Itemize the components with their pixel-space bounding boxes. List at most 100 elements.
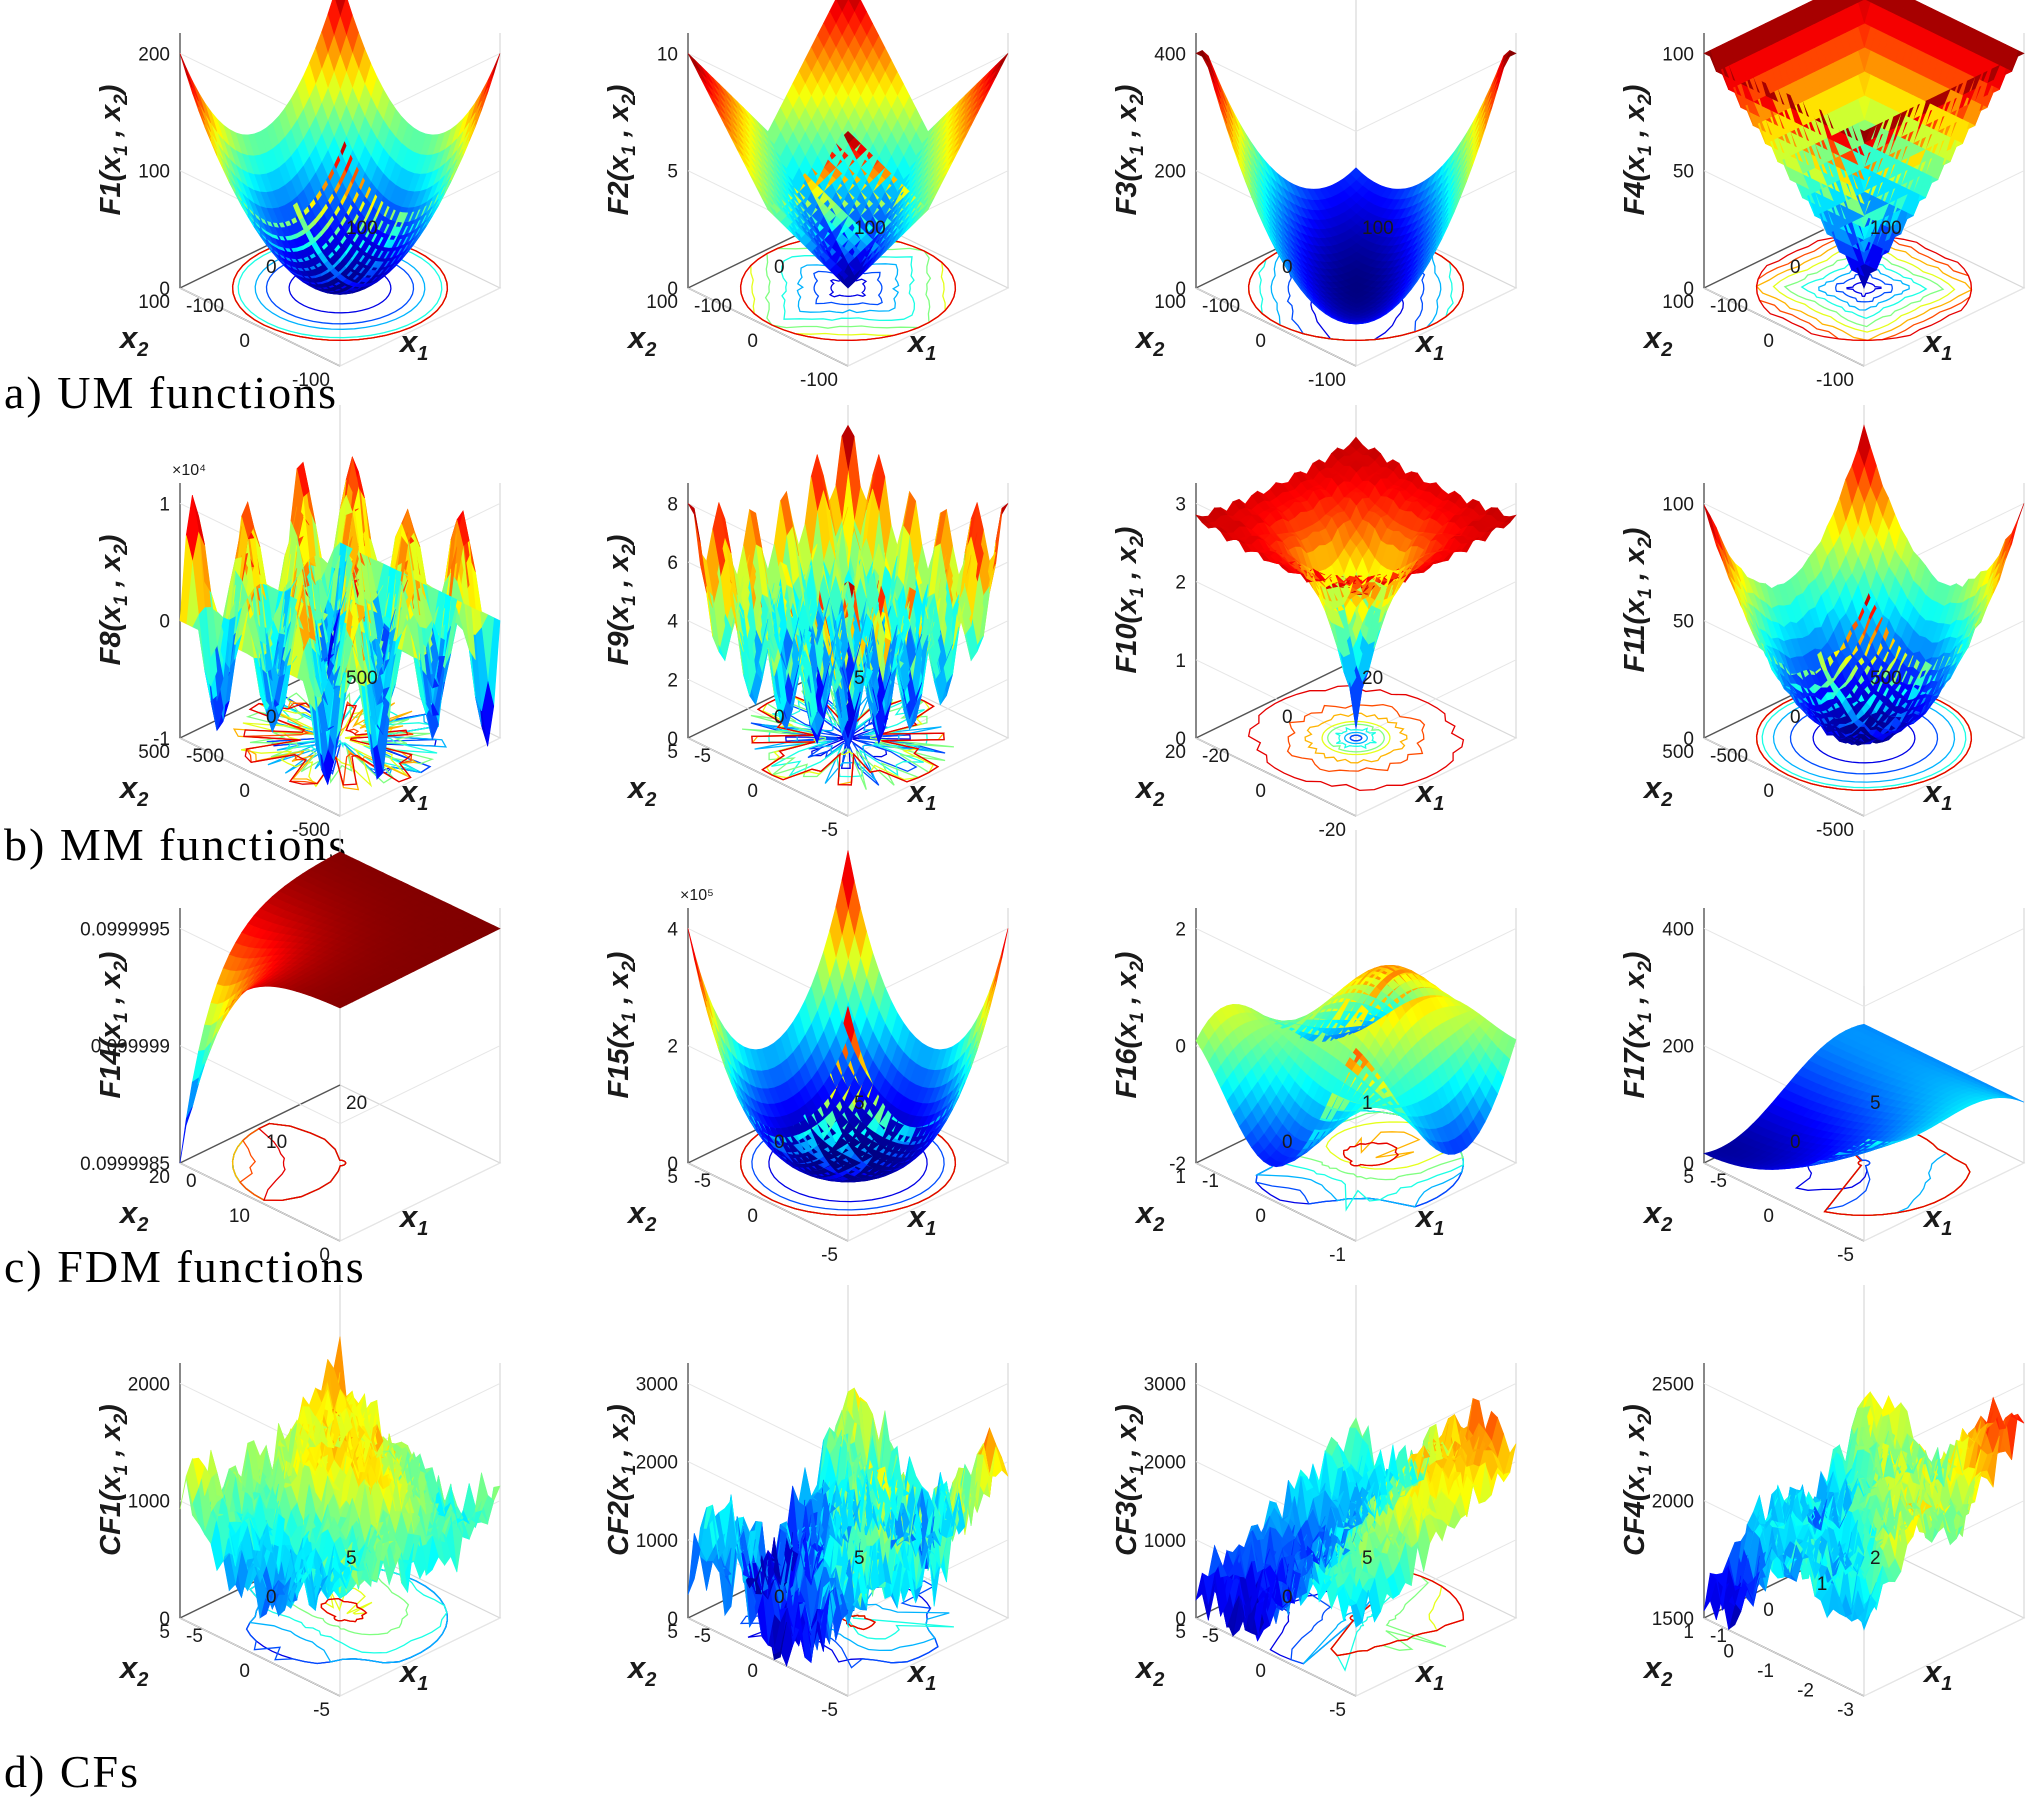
x2-tick-label: 0 <box>747 331 758 352</box>
x1-tick-label: -500 <box>186 746 224 767</box>
x2-tick-label: -100 <box>292 370 330 391</box>
z-tick-label: 2 <box>667 670 678 691</box>
z-tick-label: 1000 <box>1144 1531 1186 1552</box>
x1-axis-label: x1 <box>398 1654 428 1695</box>
z-tick-label: 2500 <box>1652 1374 1694 1395</box>
z-tick-label: 0 <box>667 729 678 750</box>
x2-tick-label: 1 <box>1683 1622 1694 1643</box>
x1-axis-label: x1 <box>398 774 428 815</box>
z-tick-label: 0 <box>1175 279 1186 300</box>
x2-tick-label: -100 <box>800 370 838 391</box>
x2-tick-label: 0 <box>747 1206 758 1227</box>
x1-axis-label: x1 <box>1414 774 1444 815</box>
chart-f17: 0 200 400 5 0 -5 -5 0 5 F17(x1 , x2) x2 x1 <box>1619 830 2032 1266</box>
z-tick-label: 1 <box>1175 651 1186 672</box>
x2-axis-label: x2 <box>626 770 656 811</box>
x2-tick-label: 10 <box>229 1206 250 1227</box>
x2-axis-label: x2 <box>626 320 656 361</box>
x1-tick-label: 500 <box>1870 668 1902 689</box>
z-tick-label: 8 <box>667 494 678 515</box>
x2-tick-label: 5 <box>667 742 678 763</box>
z-tick-label: 200 <box>1154 162 1186 183</box>
x1-tick-label: 500 <box>346 668 378 689</box>
z-tick-label: -1 <box>153 729 170 750</box>
chart-f8: -1 0 1 ×10⁴ 500 0 -500 -500 0 500 F8(x1 , x2) x2 x1 <box>95 405 608 841</box>
x1-tick-label: 5 <box>1870 1093 1881 1114</box>
contour-lines <box>1247 684 1465 792</box>
z-tick-label: 0.0999985 <box>80 1154 170 1175</box>
chart-f15: 0 2 4 ×10⁵ 5 0 -5 -5 0 5 F15(x1 , x2) x2 x1 <box>603 830 1116 1266</box>
surface-mesh <box>1703 1023 2025 1170</box>
x2-tick-label: 5 <box>667 1167 678 1188</box>
chart-cf4: 1500 2000 2500 1 0 -1 -2 -3 -1 0 1 2 CF4(x1 , x2) x2 x… <box>1619 1285 2032 1721</box>
surface-mesh <box>1195 964 1517 1168</box>
chart-f1: 0 100 200 100 0 -100 -100 0 100 F1(x1 , x2) x2 x1 <box>95 0 608 391</box>
chart-cf1: 0 1000 2000 5 0 -5 -5 0 5 CF1(x1 , x2) x2 x1 <box>95 1285 608 1721</box>
z-tick-label: 3000 <box>636 1374 678 1395</box>
z-tick-label: 2000 <box>1144 1453 1186 1474</box>
z-tick-label: 2 <box>1175 919 1186 940</box>
x1-tick-label: -100 <box>1202 296 1240 317</box>
z-tick-label: 0 <box>667 1154 678 1175</box>
surface-mesh <box>179 851 501 1164</box>
surface-mesh <box>687 424 1009 750</box>
x2-axis-label: x2 <box>118 770 148 811</box>
z-tick-label: 6 <box>667 553 678 574</box>
x2-tick-label: -5 <box>1329 1700 1346 1721</box>
z-tick-label: 0 <box>1175 1609 1186 1630</box>
x1-tick-label: 0 <box>1790 707 1801 728</box>
z-axis-label: F14(x1 , x2) <box>95 952 132 1099</box>
z-tick-label: 3 <box>1175 494 1186 515</box>
x1-axis-label: x1 <box>398 1199 428 1240</box>
x2-tick-label: 0 <box>1255 1206 1266 1227</box>
surface-mesh <box>687 850 1009 1183</box>
z-tick-label: 0 <box>667 279 678 300</box>
z-tick-label: 1500 <box>1652 1609 1694 1630</box>
z-axis-label: F11(x1 , x2) <box>1619 528 1656 673</box>
z-tick-label: 0 <box>159 612 170 633</box>
x1-axis-label: x1 <box>906 774 936 815</box>
x2-tick-label: 500 <box>1662 742 1694 763</box>
z-tick-label: 3000 <box>1144 1374 1186 1395</box>
x2-axis-label: x2 <box>1642 1195 1672 1236</box>
x1-tick-label: 20 <box>346 1093 367 1114</box>
x2-tick-label: -5 <box>1837 1245 1854 1266</box>
x2-tick-label: -1 <box>1329 1245 1346 1266</box>
z-tick-label: 400 <box>1662 919 1694 940</box>
z-tick-label: 2000 <box>1652 1492 1694 1513</box>
chart-f4: 0 50 100 100 0 -100 -100 0 100 F4(x1 , x2) x2 x1 <box>1619 0 2032 391</box>
z-axis-label: F8(x1 , x2) <box>95 535 132 666</box>
x1-tick-label: -100 <box>694 296 732 317</box>
surface-mesh <box>179 455 501 786</box>
x1-tick-label: -500 <box>1710 746 1748 767</box>
z-tick-label: 0 <box>1683 279 1694 300</box>
z-tick-label: 1000 <box>128 1492 170 1513</box>
x1-tick-label: -1 <box>1202 1171 1219 1192</box>
x2-tick-label: 0 <box>1255 781 1266 802</box>
x2-axis-label: x2 <box>1134 1195 1164 1236</box>
x2-tick-label: -100 <box>1308 370 1346 391</box>
chart-f9: 0 2 4 6 8 5 0 -5 -5 0 5 F9(x1 , x2) x2 x1 <box>603 405 1116 841</box>
chart-cf2: 0 1000 2000 3000 5 0 -5 -5 0 5 CF2(x1 , x2) x2 x1 <box>603 1285 1116 1721</box>
x2-tick-label: 0 <box>1255 1661 1266 1682</box>
surface-mesh <box>687 1387 1009 1667</box>
x2-tick-label: 5 <box>667 1622 678 1643</box>
row-label-mm: b) MM functions <box>4 819 349 870</box>
x1-axis-label: x1 <box>398 324 428 365</box>
row-label-fdm: c) FDM functions <box>4 1241 366 1292</box>
z-tick-label: 2 <box>667 1037 678 1058</box>
x2-tick-label: 1 <box>1175 1167 1186 1188</box>
x1-axis-label: x1 <box>906 1654 936 1695</box>
x1-tick-label: 0 <box>1282 1132 1293 1153</box>
x1-axis-label: x1 <box>1922 1199 1952 1240</box>
z-tick-label: 2000 <box>128 1374 170 1395</box>
surface-plot-f8: -1 0 1×10⁴ 500 0 -500 -500 0 500 F8(x1 , x2) x2 x1 <box>95 405 502 841</box>
x1-tick-label: -5 <box>186 1626 203 1647</box>
x1-tick-label: 20 <box>1362 668 1383 689</box>
x1-axis-label: x1 <box>906 1199 936 1240</box>
x1-tick-label: 5 <box>854 1548 865 1569</box>
x1-tick-label: -1 <box>1710 1626 1727 1647</box>
